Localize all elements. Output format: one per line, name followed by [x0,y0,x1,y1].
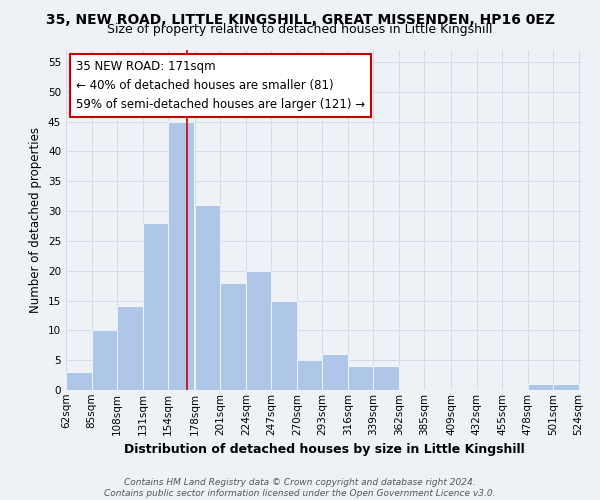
Bar [527,384,553,390]
Bar [322,354,348,390]
Bar [117,306,143,390]
Text: 35 NEW ROAD: 171sqm
← 40% of detached houses are smaller (81)
59% of semi-detach: 35 NEW ROAD: 171sqm ← 40% of detached ho… [76,60,365,111]
Bar [220,282,246,390]
Bar [271,300,297,390]
Bar [92,330,117,390]
Bar [195,205,220,390]
Bar [66,372,92,390]
Bar [143,223,168,390]
Bar [168,122,194,390]
X-axis label: Distribution of detached houses by size in Little Kingshill: Distribution of detached houses by size … [124,443,524,456]
Text: Contains HM Land Registry data © Crown copyright and database right 2024.
Contai: Contains HM Land Registry data © Crown c… [104,478,496,498]
Bar [348,366,373,390]
Text: Size of property relative to detached houses in Little Kingshill: Size of property relative to detached ho… [107,22,493,36]
Text: 35, NEW ROAD, LITTLE KINGSHILL, GREAT MISSENDEN, HP16 0EZ: 35, NEW ROAD, LITTLE KINGSHILL, GREAT MI… [46,12,554,26]
Bar [373,366,399,390]
Bar [553,384,578,390]
Y-axis label: Number of detached properties: Number of detached properties [29,127,43,313]
Bar [297,360,322,390]
Bar [246,270,271,390]
